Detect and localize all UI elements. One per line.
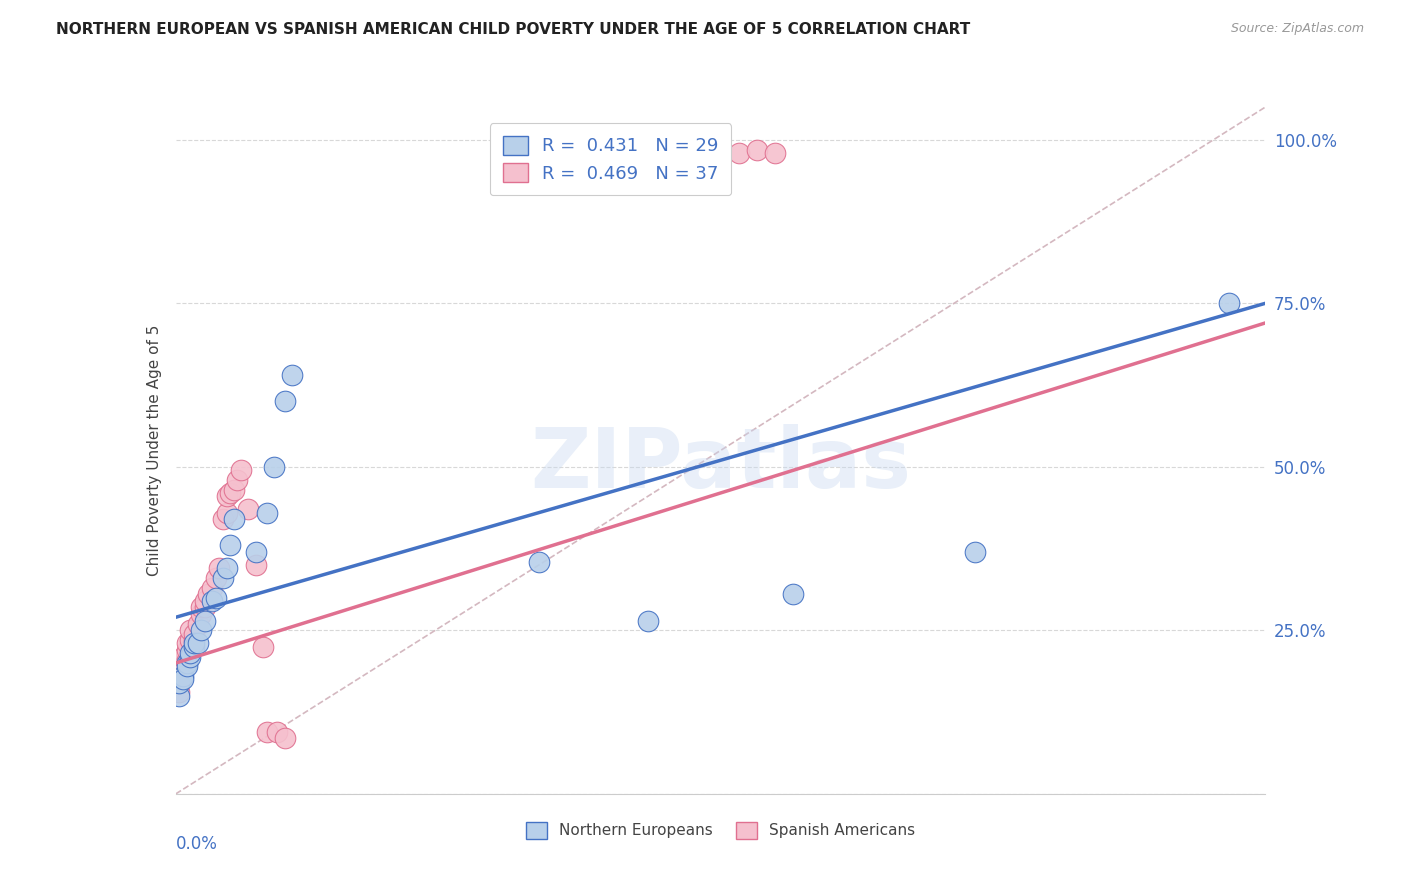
- Point: [190, 600, 212, 615]
- Point: [183, 626, 205, 640]
- Y-axis label: Child Poverty Under the Age of 5: Child Poverty Under the Age of 5: [146, 325, 162, 576]
- Point: [281, 368, 304, 383]
- Point: [226, 473, 249, 487]
- Point: [194, 600, 217, 615]
- Text: ZIPatlas: ZIPatlas: [530, 424, 911, 505]
- Point: [169, 685, 191, 699]
- Point: [527, 555, 550, 569]
- Point: [637, 614, 659, 628]
- Point: [266, 724, 288, 739]
- Point: [727, 145, 749, 160]
- Point: [172, 649, 194, 664]
- Point: [245, 545, 267, 559]
- Point: [190, 624, 212, 638]
- Point: [215, 506, 238, 520]
- Point: [172, 673, 194, 687]
- Point: [256, 506, 278, 520]
- Point: [201, 594, 224, 608]
- Point: [183, 640, 205, 654]
- Point: [169, 689, 191, 703]
- Point: [176, 643, 198, 657]
- Point: [215, 561, 238, 575]
- Point: [172, 659, 194, 673]
- Point: [204, 571, 226, 585]
- Point: [197, 587, 219, 601]
- Point: [176, 659, 198, 673]
- Point: [194, 614, 217, 628]
- Point: [1218, 296, 1240, 310]
- Point: [222, 483, 245, 497]
- Point: [176, 636, 198, 650]
- Point: [215, 489, 238, 503]
- Point: [252, 640, 274, 654]
- Point: [782, 587, 804, 601]
- Point: [179, 649, 201, 664]
- Point: [190, 607, 212, 621]
- Point: [169, 675, 191, 690]
- Text: 0.0%: 0.0%: [176, 835, 218, 853]
- Point: [201, 581, 224, 595]
- Point: [274, 394, 297, 409]
- Point: [169, 675, 191, 690]
- Point: [172, 669, 194, 683]
- Point: [212, 512, 235, 526]
- Point: [186, 616, 209, 631]
- Point: [183, 636, 205, 650]
- Point: [176, 653, 198, 667]
- Point: [183, 633, 205, 648]
- Point: [169, 665, 191, 680]
- Point: [222, 512, 245, 526]
- Point: [763, 145, 786, 160]
- Point: [963, 545, 986, 559]
- Point: [194, 594, 217, 608]
- Point: [245, 558, 267, 572]
- Point: [179, 633, 201, 648]
- Point: [745, 143, 768, 157]
- Point: [204, 591, 226, 605]
- Point: [179, 624, 201, 638]
- Point: [238, 502, 260, 516]
- Point: [219, 486, 242, 500]
- Point: [231, 463, 253, 477]
- Legend: Northern Europeans, Spanish Americans: Northern Europeans, Spanish Americans: [519, 816, 922, 845]
- Point: [212, 571, 235, 585]
- Text: NORTHERN EUROPEAN VS SPANISH AMERICAN CHILD POVERTY UNDER THE AGE OF 5 CORRELATI: NORTHERN EUROPEAN VS SPANISH AMERICAN CH…: [56, 22, 970, 37]
- Point: [186, 636, 209, 650]
- Point: [219, 538, 242, 552]
- Point: [179, 646, 201, 660]
- Point: [274, 731, 297, 746]
- Point: [176, 656, 198, 670]
- Point: [256, 724, 278, 739]
- Text: Source: ZipAtlas.com: Source: ZipAtlas.com: [1230, 22, 1364, 36]
- Point: [208, 561, 231, 575]
- Point: [263, 459, 285, 474]
